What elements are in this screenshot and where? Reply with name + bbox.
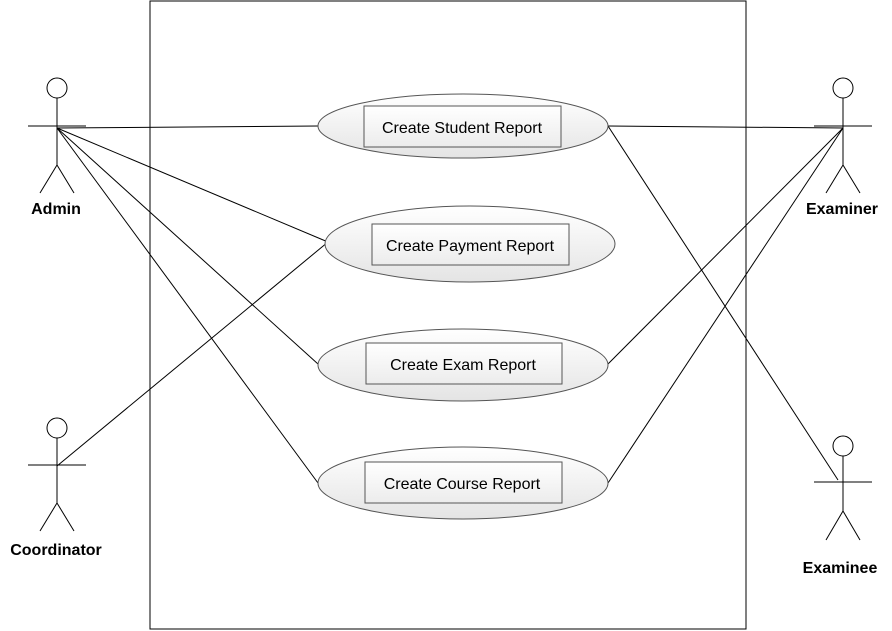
- use-case-exam[interactable]: Create Exam Report: [317, 328, 609, 402]
- actor-head: [832, 435, 854, 457]
- association-examiner-student: [607, 125, 844, 129]
- association-examiner-course: [607, 127, 844, 484]
- use-case-student[interactable]: Create Student Report: [317, 93, 609, 159]
- actor-leg-left: [825, 164, 844, 194]
- use-case-label: Create Course Report: [384, 476, 541, 493]
- actor-leg-left: [825, 510, 844, 541]
- association-coordinator-payment: [56, 241, 329, 467]
- actor-leg-right: [842, 510, 861, 541]
- system-boundary: [149, 0, 747, 630]
- use-case-label-box: [365, 342, 563, 385]
- actor-examiner[interactable]: Examiner: [806, 77, 878, 218]
- actor-label: Coordinator: [10, 542, 102, 559]
- actor-label: Examinee: [803, 560, 878, 577]
- association-admin-payment: [56, 127, 329, 243]
- association-admin-exam: [56, 127, 319, 365]
- use-case-label-box: [371, 223, 570, 266]
- actor-label: Admin: [31, 201, 81, 218]
- use-case-label: Create Payment Report: [386, 238, 555, 255]
- use-case-label-box: [363, 105, 562, 148]
- association-admin-course: [56, 127, 319, 484]
- association-examinee-student: [607, 125, 839, 481]
- use-case-label: Create Student Report: [382, 120, 543, 137]
- association-examiner-exam: [607, 127, 844, 365]
- use-case-course[interactable]: Create Course Report: [317, 446, 609, 520]
- association-admin-student: [56, 125, 319, 129]
- use-case-label: Create Exam Report: [390, 357, 536, 374]
- actor-leg-right: [842, 164, 861, 194]
- actor-leg-right: [56, 164, 75, 194]
- use-case-label-box: [364, 461, 563, 504]
- actor-examinee[interactable]: Examinee: [803, 435, 878, 577]
- actor-admin[interactable]: Admin: [28, 77, 86, 218]
- actor-leg-left: [39, 502, 58, 532]
- use-case-payment[interactable]: Create Payment Report: [324, 205, 616, 283]
- actor-head: [46, 417, 68, 439]
- actor-coordinator[interactable]: Coordinator: [10, 417, 102, 559]
- actor-leg-left: [39, 164, 58, 194]
- actor-head: [46, 77, 68, 99]
- association-lines: [56, 125, 844, 484]
- actor-head: [832, 77, 854, 99]
- actor-label: Examiner: [806, 201, 878, 218]
- actor-leg-right: [56, 502, 75, 532]
